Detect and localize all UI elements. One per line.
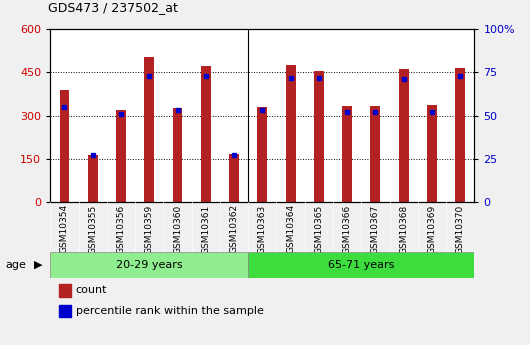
- Bar: [59, 90, 69, 202]
- Text: GSM10361: GSM10361: [201, 204, 210, 254]
- Bar: [286, 65, 296, 202]
- Bar: [88, 155, 98, 202]
- Text: GSM10364: GSM10364: [286, 204, 295, 254]
- Bar: [229, 154, 239, 202]
- Bar: [116, 110, 126, 202]
- Text: percentile rank within the sample: percentile rank within the sample: [76, 306, 263, 316]
- Bar: [399, 69, 409, 202]
- Bar: [370, 106, 381, 202]
- Text: GSM10355: GSM10355: [89, 204, 97, 254]
- Bar: [201, 66, 211, 202]
- Bar: [314, 71, 324, 202]
- Text: GSM10360: GSM10360: [173, 204, 182, 254]
- Text: GSM10359: GSM10359: [145, 204, 154, 254]
- Bar: [50, 252, 248, 278]
- Bar: [455, 68, 465, 202]
- Bar: [427, 105, 437, 202]
- Text: count: count: [76, 285, 107, 295]
- Text: 65-71 years: 65-71 years: [328, 260, 394, 270]
- Text: ▶: ▶: [34, 260, 43, 270]
- Text: 20-29 years: 20-29 years: [116, 260, 183, 270]
- Text: GSM10369: GSM10369: [428, 204, 436, 254]
- Text: GSM10362: GSM10362: [229, 204, 239, 254]
- Text: GSM10365: GSM10365: [314, 204, 323, 254]
- Bar: [59, 305, 70, 317]
- Bar: [59, 284, 70, 297]
- Text: GSM10368: GSM10368: [399, 204, 408, 254]
- Text: GDS473 / 237502_at: GDS473 / 237502_at: [48, 1, 178, 14]
- Text: GSM10363: GSM10363: [258, 204, 267, 254]
- Text: GSM10356: GSM10356: [117, 204, 126, 254]
- Bar: [173, 108, 182, 202]
- Text: GSM10354: GSM10354: [60, 204, 69, 254]
- Bar: [144, 57, 154, 202]
- Bar: [342, 106, 352, 202]
- Text: GSM10370: GSM10370: [456, 204, 465, 254]
- Text: GSM10367: GSM10367: [371, 204, 380, 254]
- Bar: [258, 107, 267, 202]
- Text: GSM10366: GSM10366: [343, 204, 351, 254]
- Bar: [248, 252, 474, 278]
- Text: age: age: [5, 260, 26, 270]
